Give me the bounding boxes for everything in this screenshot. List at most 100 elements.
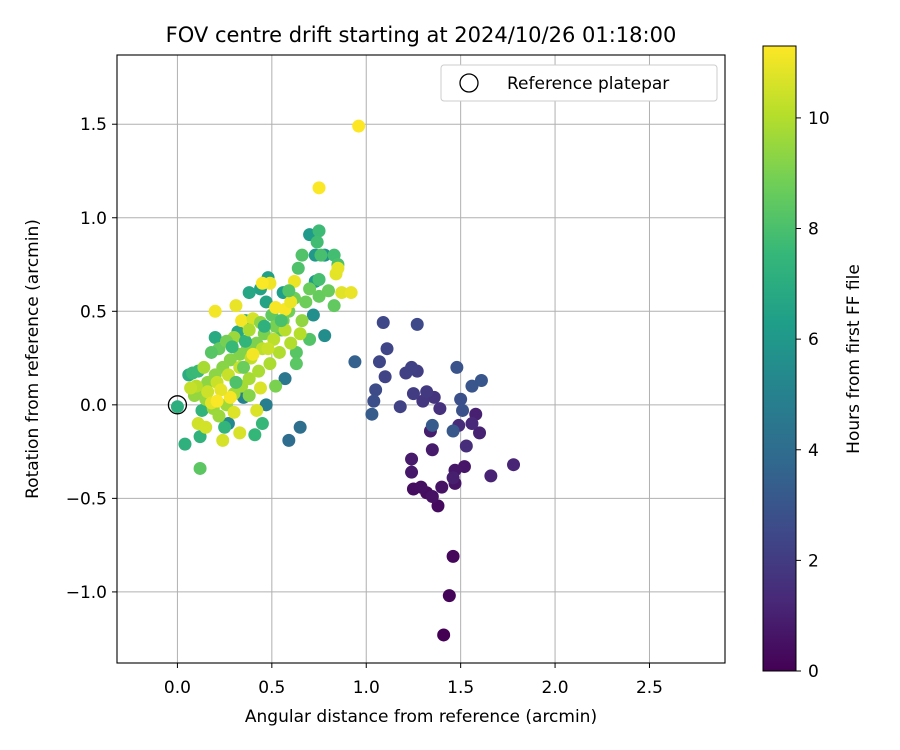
colorbar-tick-label: 10 [808, 109, 830, 129]
data-point [321, 284, 335, 298]
data-point [193, 430, 207, 444]
data-point [433, 402, 447, 416]
data-point [405, 360, 419, 374]
data-point [312, 289, 326, 303]
data-point [446, 471, 460, 485]
data-point [291, 261, 305, 275]
data-point [327, 299, 341, 313]
colorbar-gradient [762, 45, 797, 672]
data-point [376, 316, 390, 330]
data-point [204, 345, 218, 359]
data-point [437, 628, 451, 642]
chart-title: FOV centre drift starting at 2024/10/26 … [166, 23, 677, 47]
y-tick-label: 0.0 [80, 396, 107, 416]
data-point [195, 403, 209, 417]
colorbar-tick-label: 4 [808, 441, 819, 461]
data-point [255, 276, 269, 290]
data-point [372, 355, 386, 369]
data-point [218, 420, 232, 434]
data-point [252, 364, 266, 378]
data-point [242, 372, 256, 386]
data-point [248, 428, 262, 442]
data-point [299, 295, 313, 309]
data-point [293, 327, 307, 341]
data-point [250, 403, 264, 417]
data-point [278, 372, 292, 386]
data-point [352, 119, 366, 133]
colorbar-tick-label: 6 [808, 330, 819, 350]
data-point [210, 394, 224, 408]
data-point [259, 295, 273, 309]
data-point [257, 319, 271, 333]
data-point [178, 437, 192, 451]
data-point [199, 420, 213, 434]
data-point [425, 490, 439, 504]
data-point [465, 379, 479, 393]
data-point [420, 385, 434, 399]
data-point [201, 385, 215, 399]
y-tick-label: 1.0 [80, 209, 107, 229]
data-point [254, 381, 268, 395]
data-point [435, 480, 449, 494]
data-point [225, 340, 239, 354]
data-point [484, 469, 498, 483]
colorbar: 0 2 4 6 8 10 Hours from first FF file [762, 45, 864, 682]
y-tick-label: −0.5 [66, 489, 107, 509]
x-tick-label: 2.5 [636, 678, 663, 698]
data-point [414, 480, 428, 494]
data-point [405, 465, 419, 479]
data-point [393, 400, 407, 414]
data-points [170, 119, 521, 642]
data-point [312, 224, 326, 238]
data-point [284, 295, 298, 309]
data-point [318, 329, 332, 343]
reference-platepar-marker [167, 395, 188, 415]
data-point [425, 418, 439, 432]
legend: Reference platepar [440, 64, 718, 102]
y-tick-label: 1.5 [80, 115, 107, 135]
data-point [367, 394, 381, 408]
data-point [348, 355, 362, 369]
data-point [282, 433, 296, 447]
legend-label: Reference platepar [507, 74, 669, 94]
data-point [274, 314, 288, 328]
data-point [456, 403, 470, 417]
data-point [235, 314, 249, 328]
data-point [242, 323, 256, 337]
data-point [344, 286, 358, 300]
data-point [406, 387, 420, 401]
data-point [272, 345, 286, 359]
data-point [242, 388, 256, 402]
data-point [303, 282, 317, 296]
colorbar-label: Hours from first FF file [844, 264, 864, 454]
plot-frame [116, 54, 726, 664]
data-point [238, 334, 252, 348]
data-point [312, 272, 326, 286]
data-point [193, 461, 207, 475]
data-point [289, 345, 303, 359]
data-point [242, 286, 256, 300]
data-point [446, 549, 460, 563]
data-point [227, 405, 241, 419]
data-point [405, 452, 419, 466]
colorbar-tick-label: 0 [808, 662, 819, 682]
x-axis-label: Angular distance from reference (arcmin) [245, 707, 597, 727]
data-point [335, 286, 349, 300]
data-point [295, 248, 309, 262]
data-point [310, 235, 324, 249]
y-axis-ticks: −1.0 −0.5 0.0 0.5 1.0 1.5 [66, 115, 117, 603]
data-point [446, 424, 460, 438]
data-point [284, 336, 298, 350]
data-point [380, 342, 394, 356]
data-point [331, 261, 345, 275]
data-point [267, 332, 281, 346]
x-tick-label: 2.0 [542, 678, 569, 698]
data-point [312, 181, 326, 195]
data-point [303, 332, 317, 346]
data-point [450, 360, 464, 374]
colorbar-tick-label: 2 [808, 551, 819, 571]
y-axis-label: Rotation from reference (arcmin) [23, 219, 43, 499]
data-point [282, 284, 296, 298]
data-point [314, 248, 328, 262]
